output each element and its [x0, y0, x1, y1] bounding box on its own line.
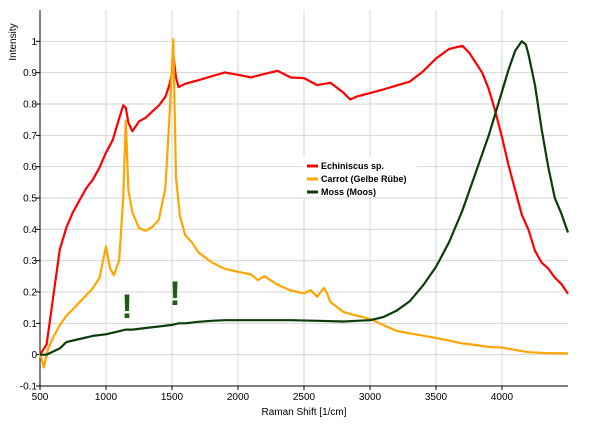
- x-tick-label: 500: [32, 392, 49, 403]
- y-tick-label: 0.2: [23, 288, 37, 299]
- y-tick-label: 0.7: [23, 131, 37, 142]
- x-tick-label: 3000: [359, 392, 382, 403]
- annotations: !!: [121, 275, 180, 326]
- exclamation-annotation: !: [169, 275, 180, 313]
- series-line-carrot-gelbe-r-be: [38, 38, 569, 369]
- y-tick-label: -0.1: [20, 382, 38, 393]
- exclamation-annotation: !: [121, 288, 132, 326]
- series-lines: [38, 38, 570, 369]
- legend-entry: Carrot (Gelbe Rübe): [321, 174, 407, 184]
- y-tick-label: 0.4: [23, 225, 37, 236]
- y-axis-title: Intensity: [8, 23, 19, 60]
- y-tick-label: 0.1: [23, 319, 37, 330]
- x-tick-label: 2500: [293, 392, 316, 403]
- y-tick-label: 0: [31, 350, 37, 361]
- y-tick-label: 0.6: [23, 162, 37, 173]
- series-line-moss-moos: [40, 40, 570, 356]
- y-tick-label: 0.5: [23, 194, 37, 205]
- x-axis-title: Raman Shift [1/cm]: [261, 407, 346, 418]
- y-tick-label: 0.9: [23, 68, 37, 79]
- x-tick-label: 3500: [425, 392, 448, 403]
- x-tick-label: 4000: [491, 392, 514, 403]
- legend: Echiniscus sp. Carrot (Gelbe Rübe) Moss (M…: [303, 156, 417, 198]
- x-tick-label: 2000: [227, 392, 250, 403]
- y-tick-label: 0.8: [23, 100, 37, 111]
- legend-entry: Moss (Moos): [321, 187, 376, 197]
- legend-box: [303, 156, 417, 198]
- legend-entry: Echiniscus sp.: [321, 161, 384, 171]
- x-tick-label: 1000: [95, 392, 118, 403]
- x-tick-label: 1500: [161, 392, 184, 403]
- grid: [39, 10, 568, 387]
- y-tick-label: 1: [31, 37, 37, 48]
- y-tick-label: 0.3: [23, 256, 37, 267]
- axes: 500 1000 1500 2000 2500 3000 3500 4000 -0.1 0 0.1 0…: [20, 10, 568, 403]
- series-line-echiniscus-sp: [39, 44, 569, 356]
